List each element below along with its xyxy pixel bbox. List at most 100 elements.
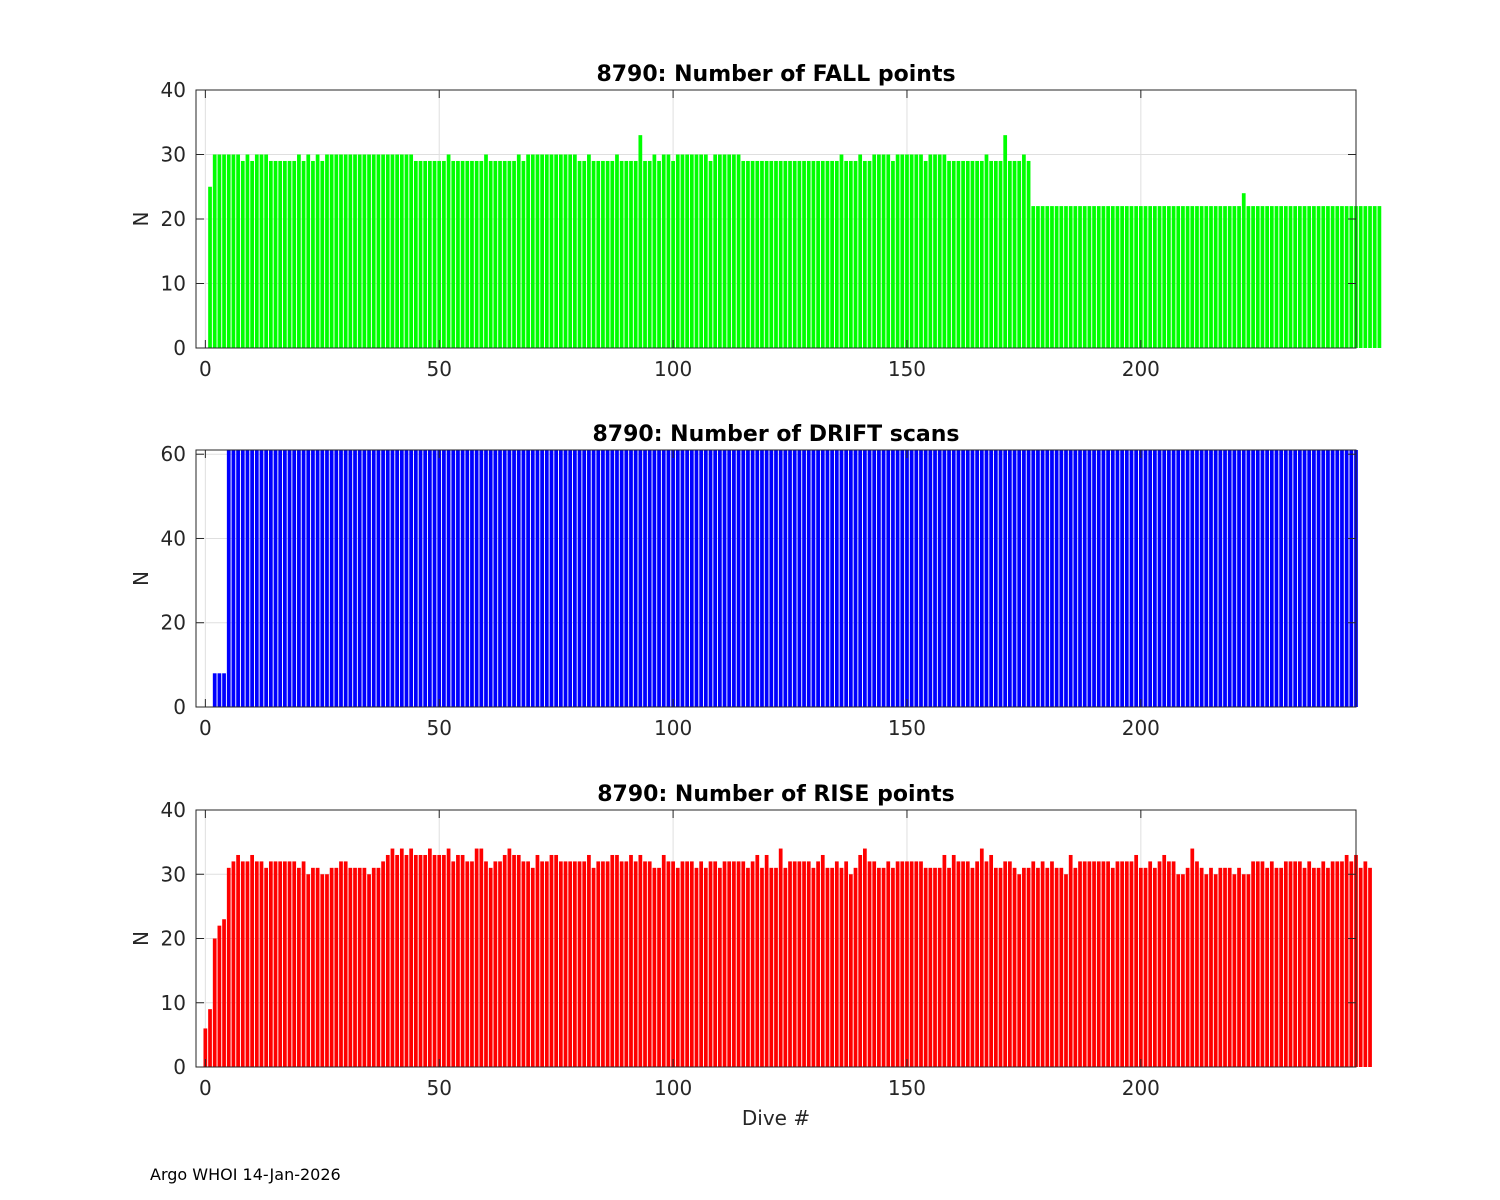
bar — [404, 154, 409, 348]
bar — [1223, 206, 1227, 348]
bar — [853, 450, 858, 707]
bar — [222, 673, 226, 707]
bar — [1293, 206, 1298, 348]
bar — [521, 861, 526, 1067]
bar — [891, 450, 895, 707]
bar — [1106, 206, 1110, 348]
bar — [881, 867, 886, 1067]
bar — [1096, 206, 1101, 348]
bar — [839, 450, 844, 707]
bar — [367, 450, 371, 707]
bar — [933, 450, 937, 707]
bar — [470, 861, 474, 1067]
bar — [1054, 867, 1059, 1067]
bar — [568, 450, 573, 707]
bar — [1274, 450, 1279, 707]
bar — [657, 450, 661, 707]
bar — [1078, 450, 1082, 707]
bar — [596, 160, 601, 348]
bar — [774, 867, 778, 1067]
bar — [792, 160, 797, 348]
bar — [1195, 206, 1199, 348]
bar — [516, 154, 521, 348]
bar — [853, 160, 858, 348]
bar — [563, 154, 568, 348]
bar — [1312, 206, 1316, 348]
bar — [778, 160, 783, 348]
bar — [905, 861, 909, 1067]
bar — [1143, 206, 1148, 348]
bar — [226, 867, 231, 1067]
bar — [1321, 206, 1326, 348]
bar — [1349, 861, 1354, 1067]
bar — [334, 867, 339, 1067]
bar — [1340, 861, 1344, 1067]
bar — [582, 160, 587, 348]
y-tick-label: 40 — [161, 526, 186, 550]
bar — [1288, 861, 1293, 1067]
bar — [736, 450, 741, 707]
bar — [633, 861, 638, 1067]
bar — [1134, 854, 1139, 1067]
y-tick-label: 0 — [173, 336, 186, 360]
bar — [942, 154, 947, 348]
bar — [965, 861, 970, 1067]
bar — [1120, 206, 1124, 348]
bar — [516, 854, 521, 1067]
bar — [240, 861, 245, 1067]
bar — [652, 154, 657, 348]
bar — [236, 450, 240, 707]
bar — [844, 861, 849, 1067]
bar — [292, 861, 297, 1067]
bar — [1279, 450, 1284, 707]
bar — [643, 160, 647, 348]
bar — [820, 160, 825, 348]
bar — [1064, 450, 1068, 707]
bar — [858, 854, 863, 1067]
bar — [1218, 867, 1223, 1067]
bar — [339, 861, 343, 1067]
bar — [652, 867, 657, 1067]
bar — [563, 450, 568, 707]
bar — [245, 861, 250, 1067]
bar — [979, 848, 984, 1067]
bar — [961, 160, 965, 348]
bar — [1017, 450, 1022, 707]
bar — [666, 450, 671, 707]
bar — [806, 160, 811, 348]
bar — [1045, 206, 1050, 348]
bar — [1190, 450, 1195, 707]
y-tick-label: 40 — [161, 798, 186, 822]
bar — [984, 861, 989, 1067]
bar — [1330, 450, 1335, 707]
bar — [956, 861, 961, 1067]
x-tick-label: 200 — [1122, 1076, 1160, 1100]
bar — [970, 450, 975, 707]
bar — [1232, 206, 1237, 348]
bar — [1232, 874, 1237, 1067]
bar — [203, 1028, 208, 1067]
bar — [212, 154, 217, 348]
bar — [376, 867, 381, 1067]
bar — [437, 450, 442, 707]
bar — [1176, 450, 1181, 707]
bar — [1377, 206, 1382, 348]
bar — [549, 854, 554, 1067]
bar — [484, 450, 488, 707]
bar — [399, 154, 404, 348]
bar — [544, 861, 549, 1067]
bar — [1110, 450, 1115, 707]
bar — [820, 854, 825, 1067]
bar — [764, 160, 769, 348]
bar — [423, 160, 428, 348]
bar — [287, 160, 292, 348]
bar — [1087, 450, 1092, 707]
y-tick-label: 30 — [161, 862, 186, 886]
bar — [1017, 160, 1022, 348]
bar — [647, 450, 652, 707]
y-tick-label: 20 — [161, 611, 186, 635]
bar — [853, 867, 858, 1067]
bar — [816, 450, 820, 707]
bar — [535, 450, 540, 707]
bar — [549, 154, 554, 348]
